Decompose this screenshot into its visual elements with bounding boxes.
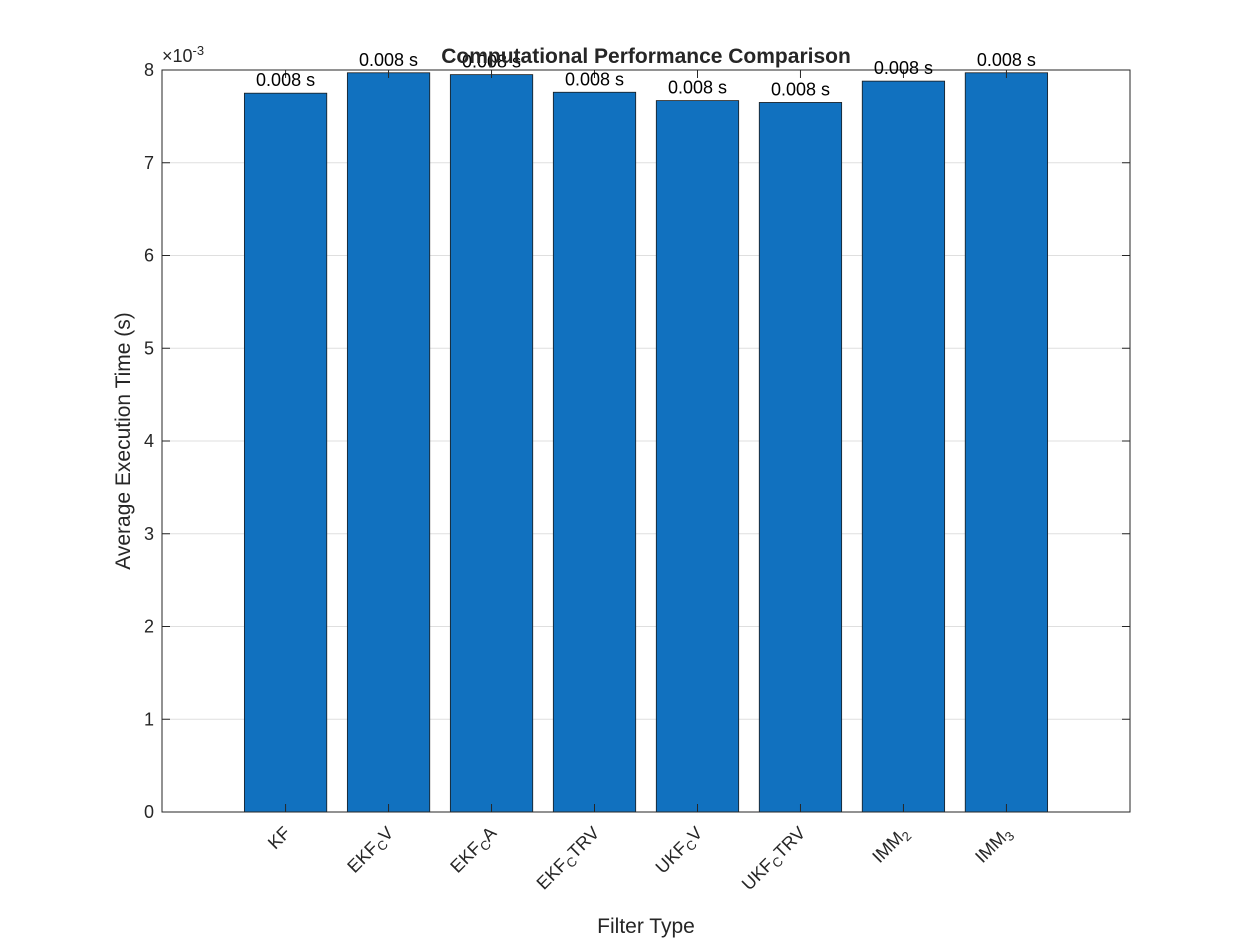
x-axis-label: Filter Type (597, 915, 695, 938)
bar-data-label: 0.008 s (462, 52, 521, 72)
bar-data-label: 0.008 s (256, 70, 315, 90)
bar-data-label: 0.008 s (668, 78, 727, 98)
bar (243, 92, 328, 813)
x-tick-label: UKFCV (652, 823, 709, 880)
data-labels: 0.008 s 0.008 s 0.008 s 0.008 s 0.008 s 0.008… (256, 50, 1036, 100)
y-tick-label: 7 (144, 153, 154, 173)
bar (655, 100, 740, 813)
x-tick-label: IMM3 (971, 823, 1017, 869)
y-tick-label: 2 (144, 617, 154, 637)
y-axis-label: Average Execution Time (s) (112, 312, 135, 570)
x-tick-label: KF (264, 823, 294, 853)
x-tick-label: EKFCTRV (533, 823, 606, 896)
bars (243, 72, 1049, 813)
y-tick-label: 1 (144, 709, 154, 729)
bar-data-label: 0.008 s (565, 69, 624, 89)
bar-data-label: 0.008 s (874, 58, 933, 78)
x-tick-label: UKFCTRV (738, 823, 812, 897)
bar-data-label: 0.008 s (771, 79, 830, 99)
x-tick-label: EKFCA (446, 823, 502, 879)
bar (861, 80, 946, 813)
x-tick-label: IMM2 (868, 823, 914, 869)
bar-data-label: 0.008 s (359, 50, 418, 70)
bar (758, 102, 843, 813)
bar (552, 91, 637, 813)
x-tick-label: EKFCV (343, 823, 399, 879)
bar (346, 72, 431, 813)
bar (449, 74, 534, 813)
bar (964, 72, 1049, 813)
y-tick-label: 6 (144, 246, 154, 266)
y-tick-label: 0 (144, 802, 154, 822)
y-tick-label: 3 (144, 524, 154, 544)
chart-title: Computational Performance Comparison (441, 45, 851, 68)
y-axis-exponent: ×10-3 (162, 43, 204, 66)
y-tick-label: 5 (144, 338, 154, 358)
y-tick-label: 8 (144, 60, 154, 80)
y-tick-label: 4 (144, 431, 154, 451)
bar-data-label: 0.008 s (977, 50, 1036, 70)
